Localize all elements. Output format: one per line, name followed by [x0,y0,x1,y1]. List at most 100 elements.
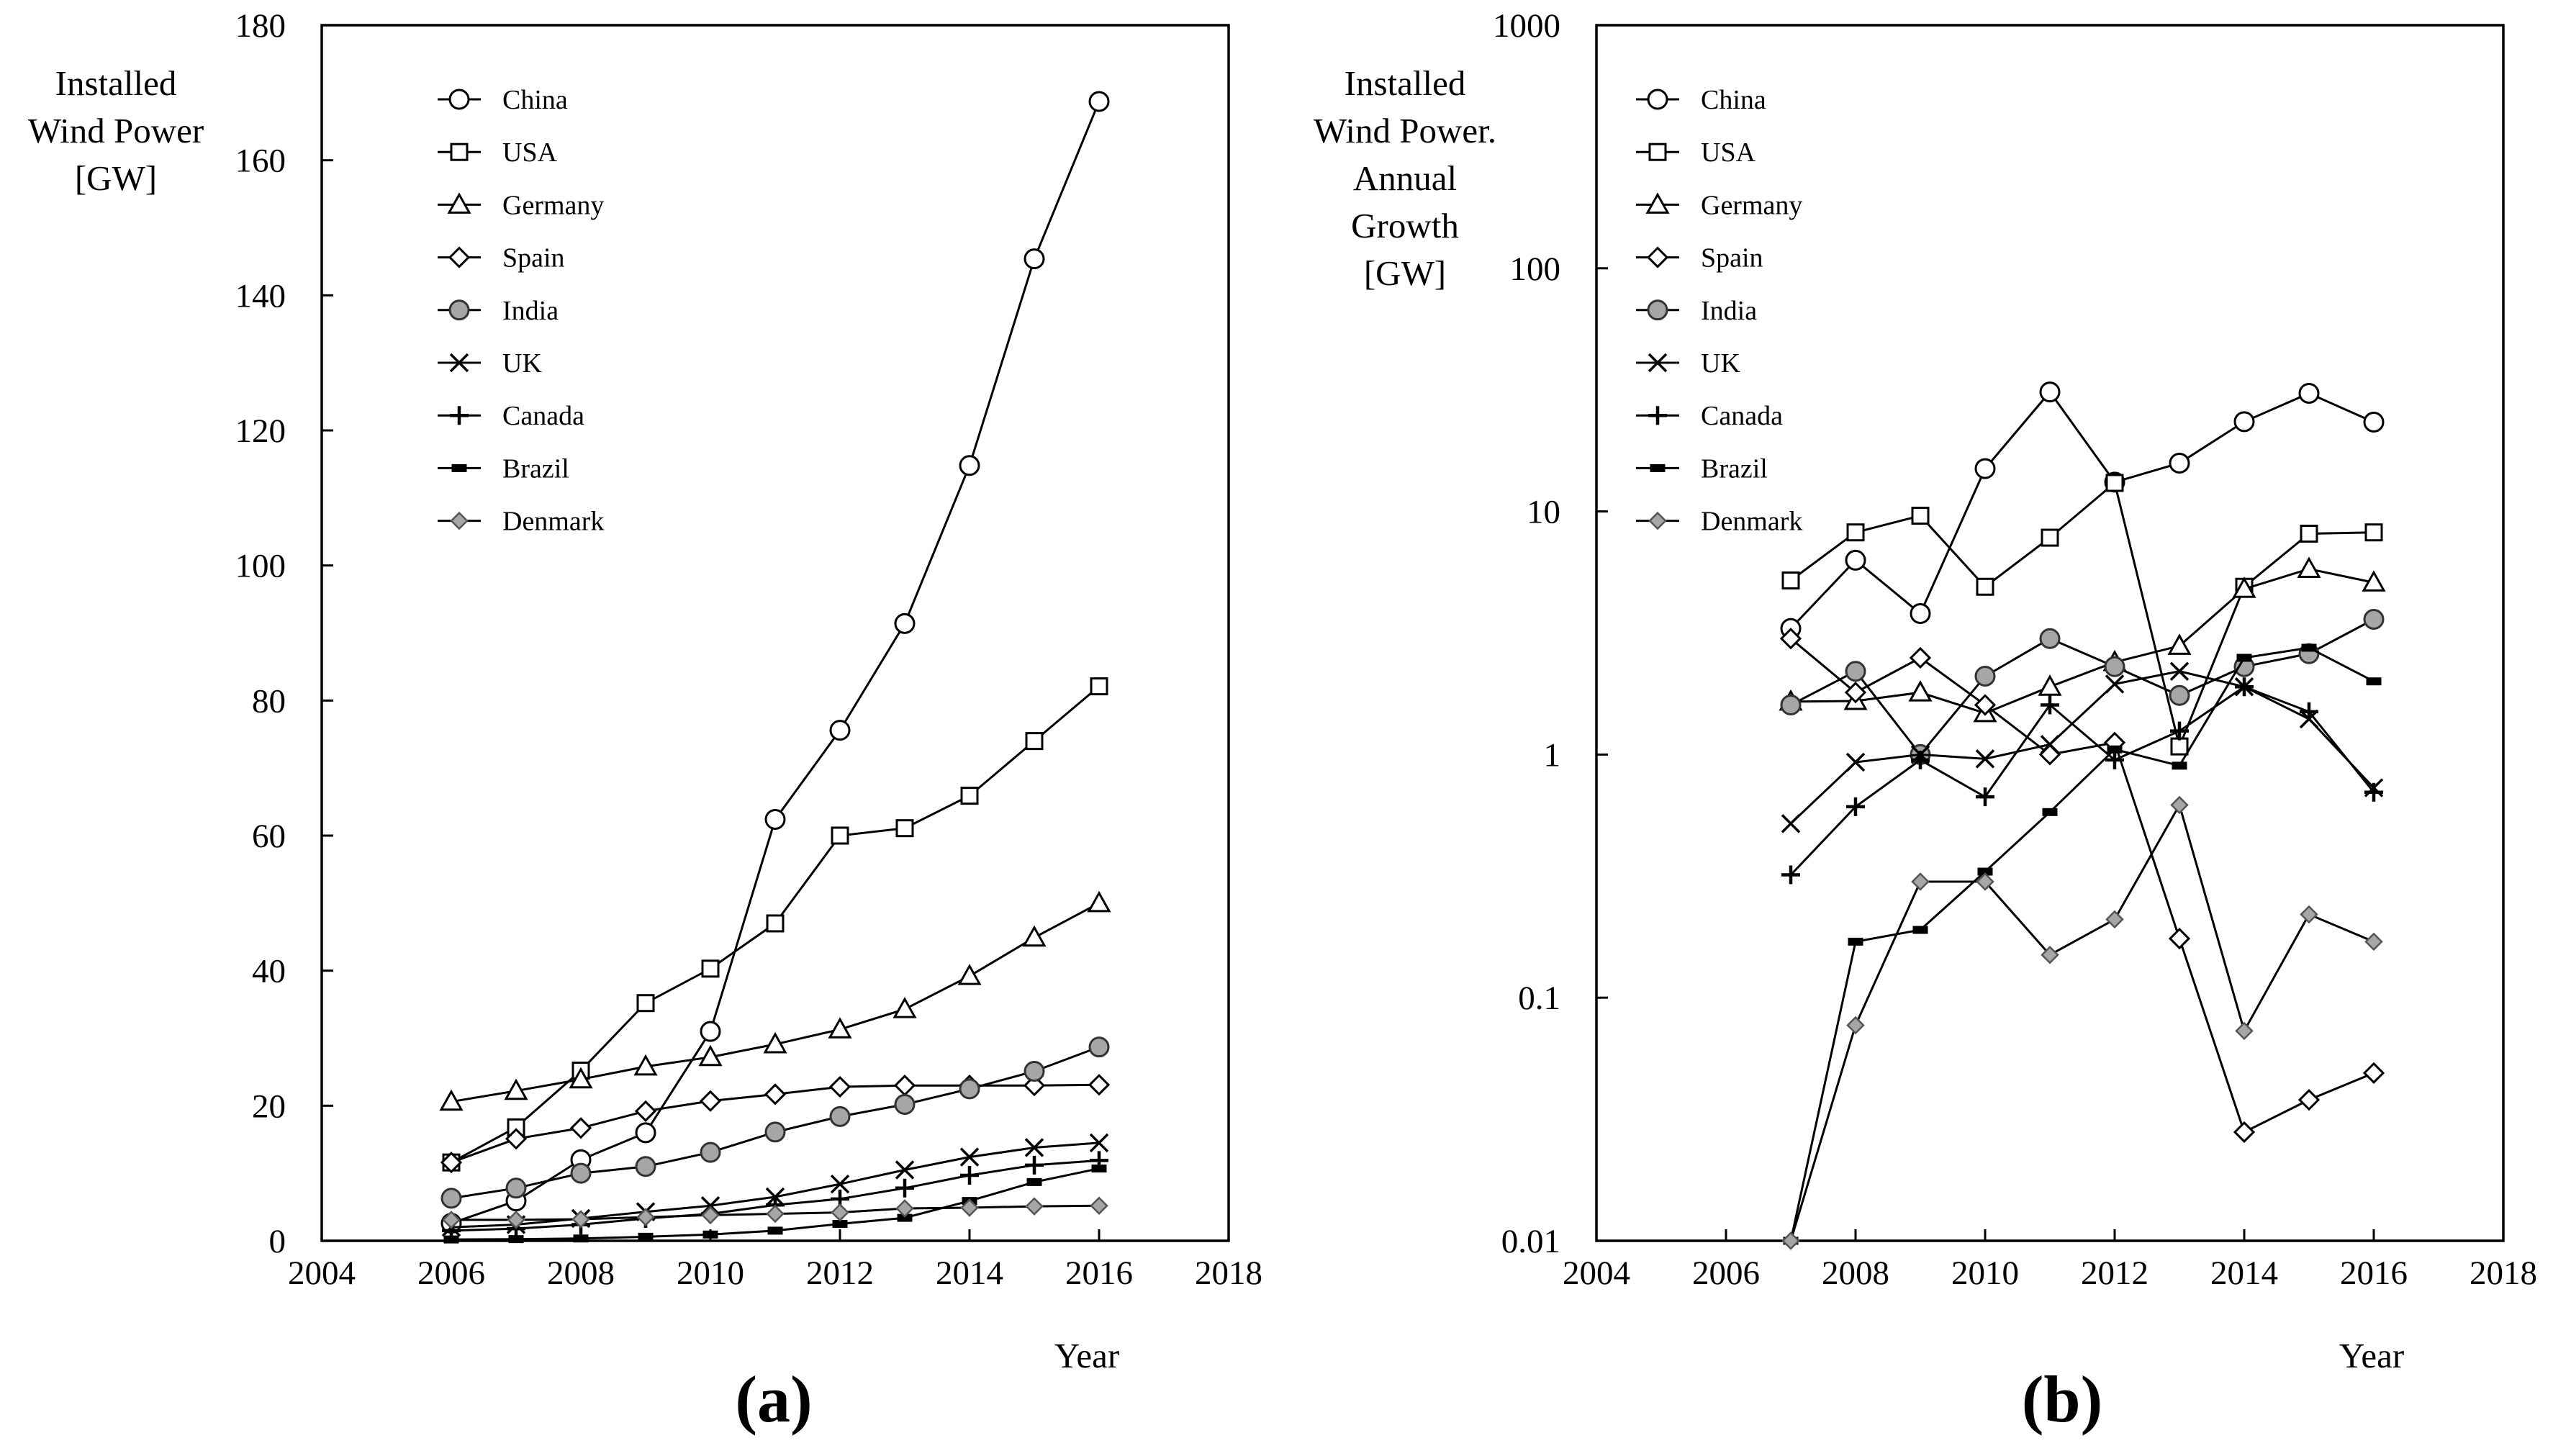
data-point-spain [2168,927,2191,950]
y-axis-label: Installed [55,63,177,103]
data-point-denmark [1781,1231,1800,1250]
series-line-usa [1790,481,2374,750]
x-tick-label: 2008 [547,1254,615,1292]
data-point-china [1845,549,1866,571]
series-brazil [1783,643,2382,1245]
data-point-china [1974,458,1996,479]
data-point-usa [2364,523,2383,542]
data-point-china [700,1021,721,1042]
data-point-canada [2105,750,2124,769]
series-spain [440,1074,1111,1174]
data-point-india [894,1093,916,1115]
y-tick-label: 100 [1510,250,1561,288]
data-point-china [829,720,851,741]
data-point-india [2363,608,2385,630]
data-point-usa [701,959,720,978]
x-tick-label: 2004 [288,1254,356,1292]
data-point-usa [1090,677,1108,696]
legend-entry-china: China [438,85,568,115]
panel-label: (b) [2022,1362,2102,1436]
data-point-china [635,1122,656,1144]
legend-entry-brazil: Brazil [438,453,569,484]
data-point-uk [895,1160,915,1180]
data-point-denmark [1911,872,1930,891]
data-point-spain [2038,743,2061,766]
data-point-germany [504,1078,528,1100]
y-tick-label: 180 [235,7,286,45]
data-point-canada [1846,797,1865,816]
data-point-canada [2170,721,2189,741]
data-point-usa [2170,737,2189,756]
data-point-denmark [1976,872,1994,891]
legend-label: UK [1701,348,1740,379]
data-point-denmark [507,1211,525,1229]
y-axis-label: Installed [1345,63,1466,103]
data-point-germany [2167,633,2192,655]
data-point-denmark [2105,910,2124,929]
legend-label: Canada [1701,401,1783,431]
data-point-denmark [2300,905,2318,924]
data-point-denmark [960,1198,979,1217]
y-tick-label: 0.01 [1501,1223,1560,1260]
y-axis-label: Wind Power [28,111,204,150]
legend-label: Germany [1701,190,1802,220]
data-point-canada [960,1165,979,1185]
data-point-brazil [702,1230,718,1239]
series-brazil [443,1165,1107,1244]
data-point-usa [895,819,914,838]
series-line-china [1789,390,2374,630]
legend-entry-denmark: Denmark [1636,507,1802,537]
data-point-denmark [1090,1196,1108,1215]
data-point-brazil [1912,926,1928,934]
data-point-canada [2041,695,2059,715]
data-point-denmark [766,1204,785,1224]
x-tick-label: 2014 [936,1254,1003,1292]
x-tick-label: 2006 [417,1254,485,1292]
data-point-germany [1087,890,1111,913]
data-point-brazil [767,1226,783,1235]
data-point-india [570,1162,592,1184]
data-point-china [1024,248,1045,270]
data-point-india [635,1156,656,1177]
legend-marker-spain [448,246,471,268]
series-line-canada [1789,685,2375,876]
legend-label: Canada [502,401,584,431]
data-point-denmark [571,1210,590,1229]
data-point-india [1845,661,1866,682]
data-point-india [1024,1060,1045,1082]
data-point-denmark [2170,795,2189,815]
data-point-canada [1976,787,1994,807]
y-tick-label: 1000 [1493,7,1560,45]
legend-label: Spain [502,243,565,273]
x-tick-label: 2004 [1563,1254,1630,1292]
legend-entry-canada: Canada [438,401,584,431]
legend-label: Brazil [502,453,569,484]
data-point-germany [2232,576,2256,598]
series-canada [1781,677,2383,885]
data-point-spain [569,1117,592,1139]
legend-marker-canada [450,406,469,425]
data-point-germany [1908,680,1933,702]
data-point-spain [699,1090,722,1112]
legend-label: Germany [502,190,604,220]
series-line-spain [1790,638,2374,1134]
legend-entry-usa: USA [438,137,558,168]
data-point-china [764,808,786,830]
data-point-germany [2362,570,2386,592]
x-axis-label: Year [2339,1336,2404,1375]
y-axis-label: [GW] [1364,253,1446,293]
y-tick-label: 0.1 [1518,980,1560,1017]
data-point-denmark [1846,1016,1865,1035]
legend-entry-uk: UK [1636,348,1740,379]
data-point-uk [1975,749,1995,769]
data-point-uk [1024,1138,1044,1157]
data-point-usa [1025,732,1044,751]
data-point-canada [2235,677,2254,697]
legend-entry-canada: Canada [1636,401,1783,431]
data-point-denmark [2041,945,2059,964]
data-point-spain [893,1075,916,1097]
legend-marker-germany [447,192,471,214]
x-tick-label: 2006 [1692,1254,1760,1292]
data-point-denmark [2235,1021,2254,1041]
